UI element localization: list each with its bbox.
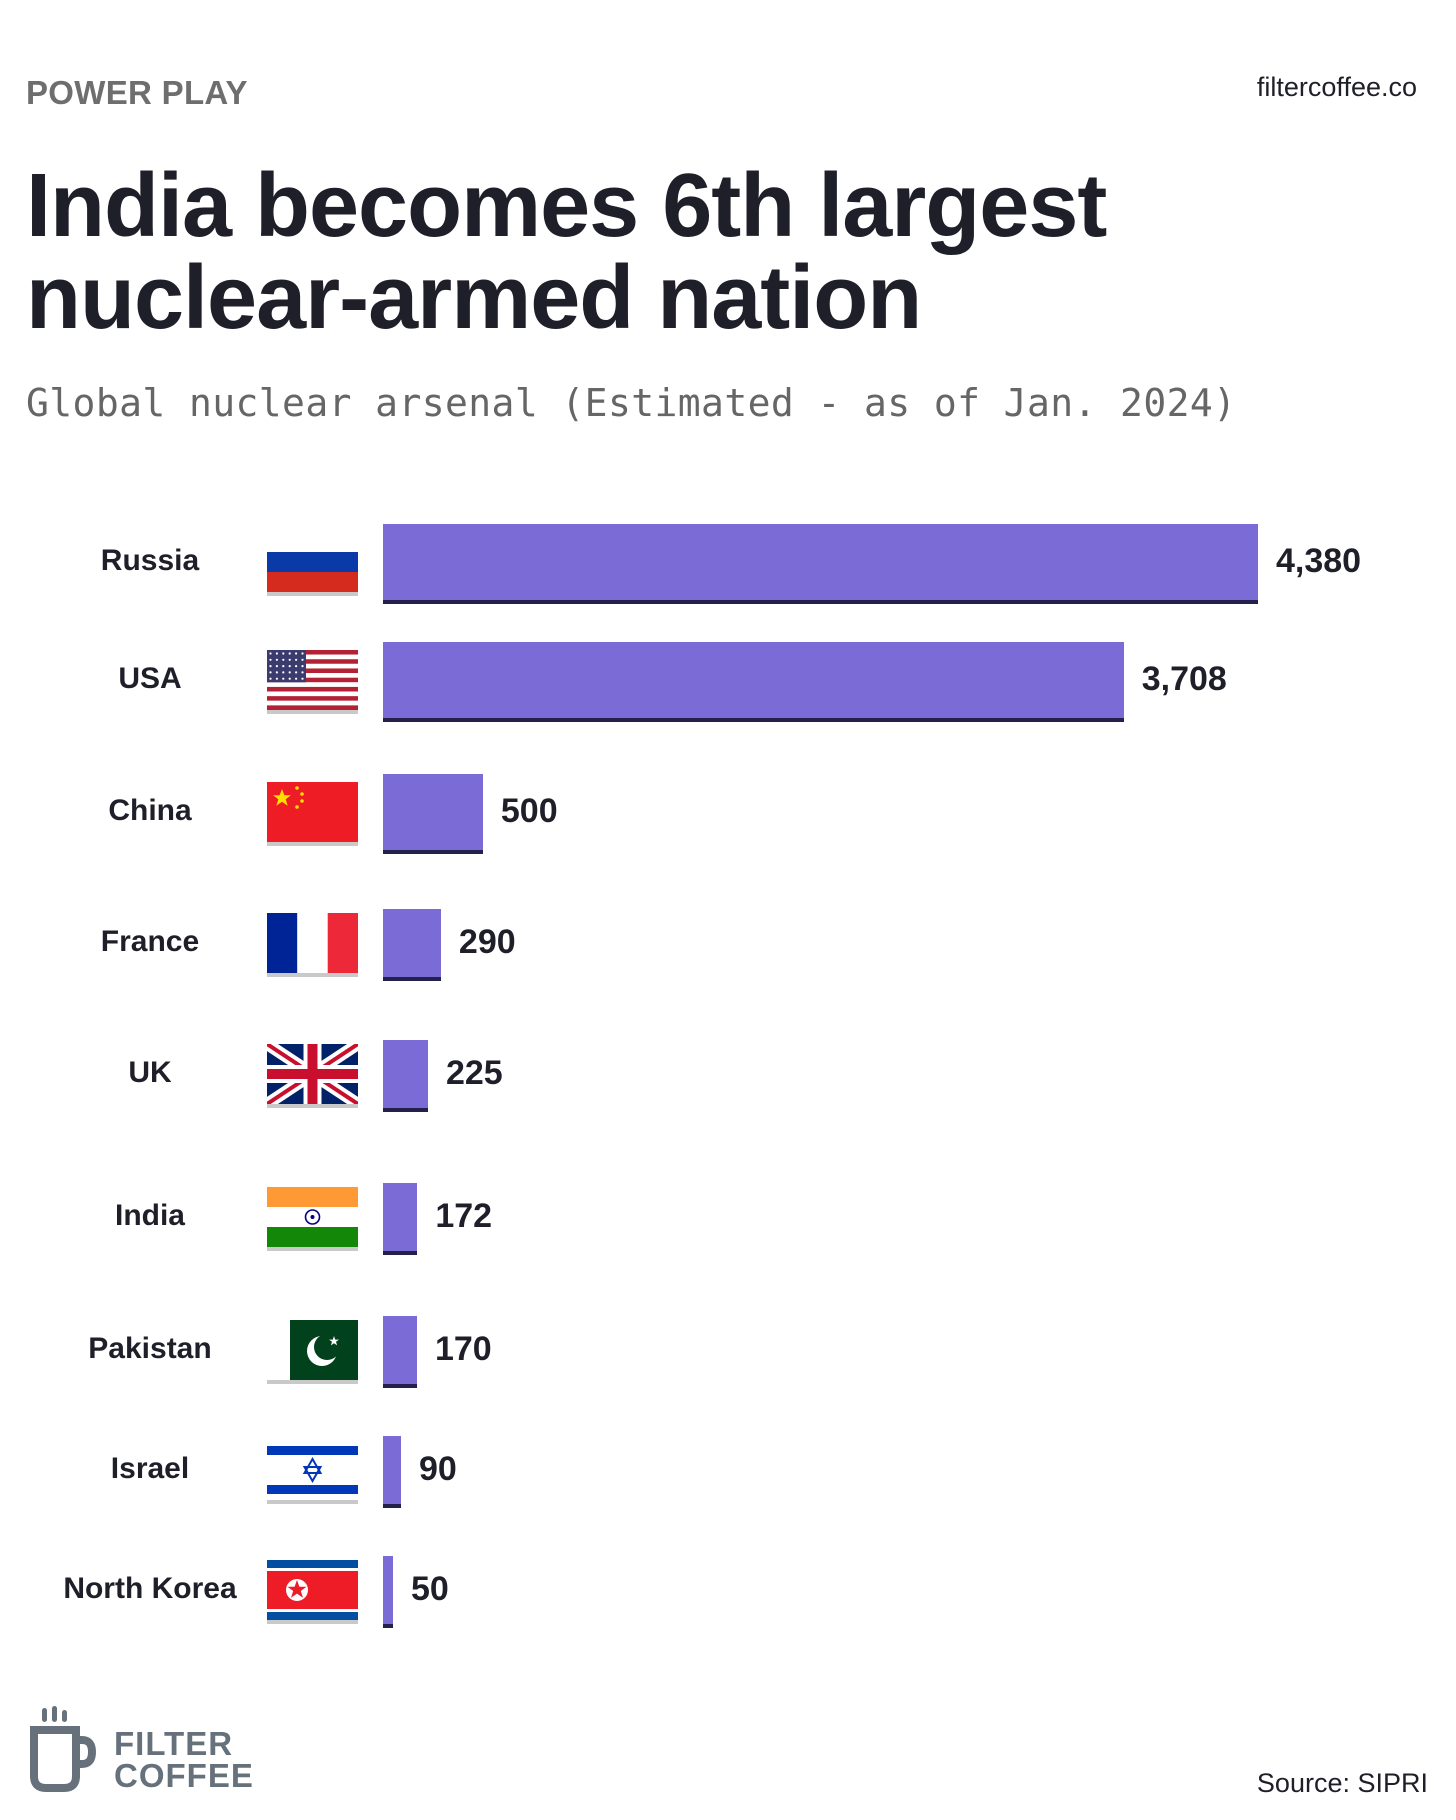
category-label-india: India — [114, 1199, 185, 1232]
north-korea-flag-icon — [267, 1560, 358, 1620]
category-label-china: China — [108, 794, 192, 827]
category-label-france: France — [100, 925, 200, 958]
bar-usa — [383, 642, 1124, 718]
china-flag-icon — [267, 782, 358, 842]
category-label-israel: Israel — [110, 1452, 190, 1485]
india-flag-icon — [267, 1187, 358, 1247]
value-label-pakistan: 170 — [434, 1330, 492, 1368]
logo-text-coffee: COFFEE — [114, 1757, 254, 1794]
filter-coffee-logo: FILTER COFFEE — [30, 1706, 260, 1796]
bar-russia — [383, 524, 1258, 600]
category-label-pakistan: Pakistan — [88, 1332, 212, 1365]
bar-pakistan — [383, 1316, 417, 1384]
value-label-russia: 4,380 — [1276, 542, 1362, 580]
value-label-israel: 90 — [418, 1450, 457, 1488]
value-label-usa: 3,708 — [1141, 660, 1227, 698]
page-title: India becomes 6th largest nuclear-armed … — [26, 156, 1107, 348]
logo-text-filter: FILTER — [114, 1725, 234, 1762]
bar-china — [383, 774, 483, 850]
france-flag-icon — [267, 913, 358, 973]
category-label-north-korea: North Korea — [63, 1572, 237, 1605]
site-url[interactable]: filtercoffee.co — [1256, 72, 1417, 102]
category-label-russia: Russia — [100, 544, 200, 577]
category-label-uk: UK — [128, 1056, 172, 1089]
bar-north-korea — [383, 1556, 393, 1624]
chart-subtitle: Global nuclear arsenal (Estimated - as o… — [26, 381, 1237, 425]
pakistan-flag-icon — [267, 1320, 358, 1380]
value-label-uk: 225 — [445, 1054, 503, 1092]
usa-flag-icon — [267, 650, 358, 710]
source-note: Source: SIPRI — [1256, 1768, 1428, 1798]
value-label-north-korea: 50 — [410, 1570, 449, 1608]
bar-israel — [383, 1436, 401, 1504]
value-label-india: 172 — [435, 1197, 493, 1235]
bar-france — [383, 909, 441, 977]
uk-flag-icon — [267, 1044, 358, 1104]
israel-flag-icon — [267, 1440, 358, 1500]
coffee-cup-icon — [30, 1706, 97, 1792]
value-label-france: 290 — [458, 923, 516, 961]
kicker: POWER PLAY — [26, 74, 248, 111]
category-label-usa: USA — [118, 662, 182, 695]
bar-india — [383, 1183, 418, 1251]
value-label-china: 500 — [500, 792, 558, 830]
bar-uk — [383, 1040, 428, 1108]
russia-flag-icon — [267, 532, 358, 592]
